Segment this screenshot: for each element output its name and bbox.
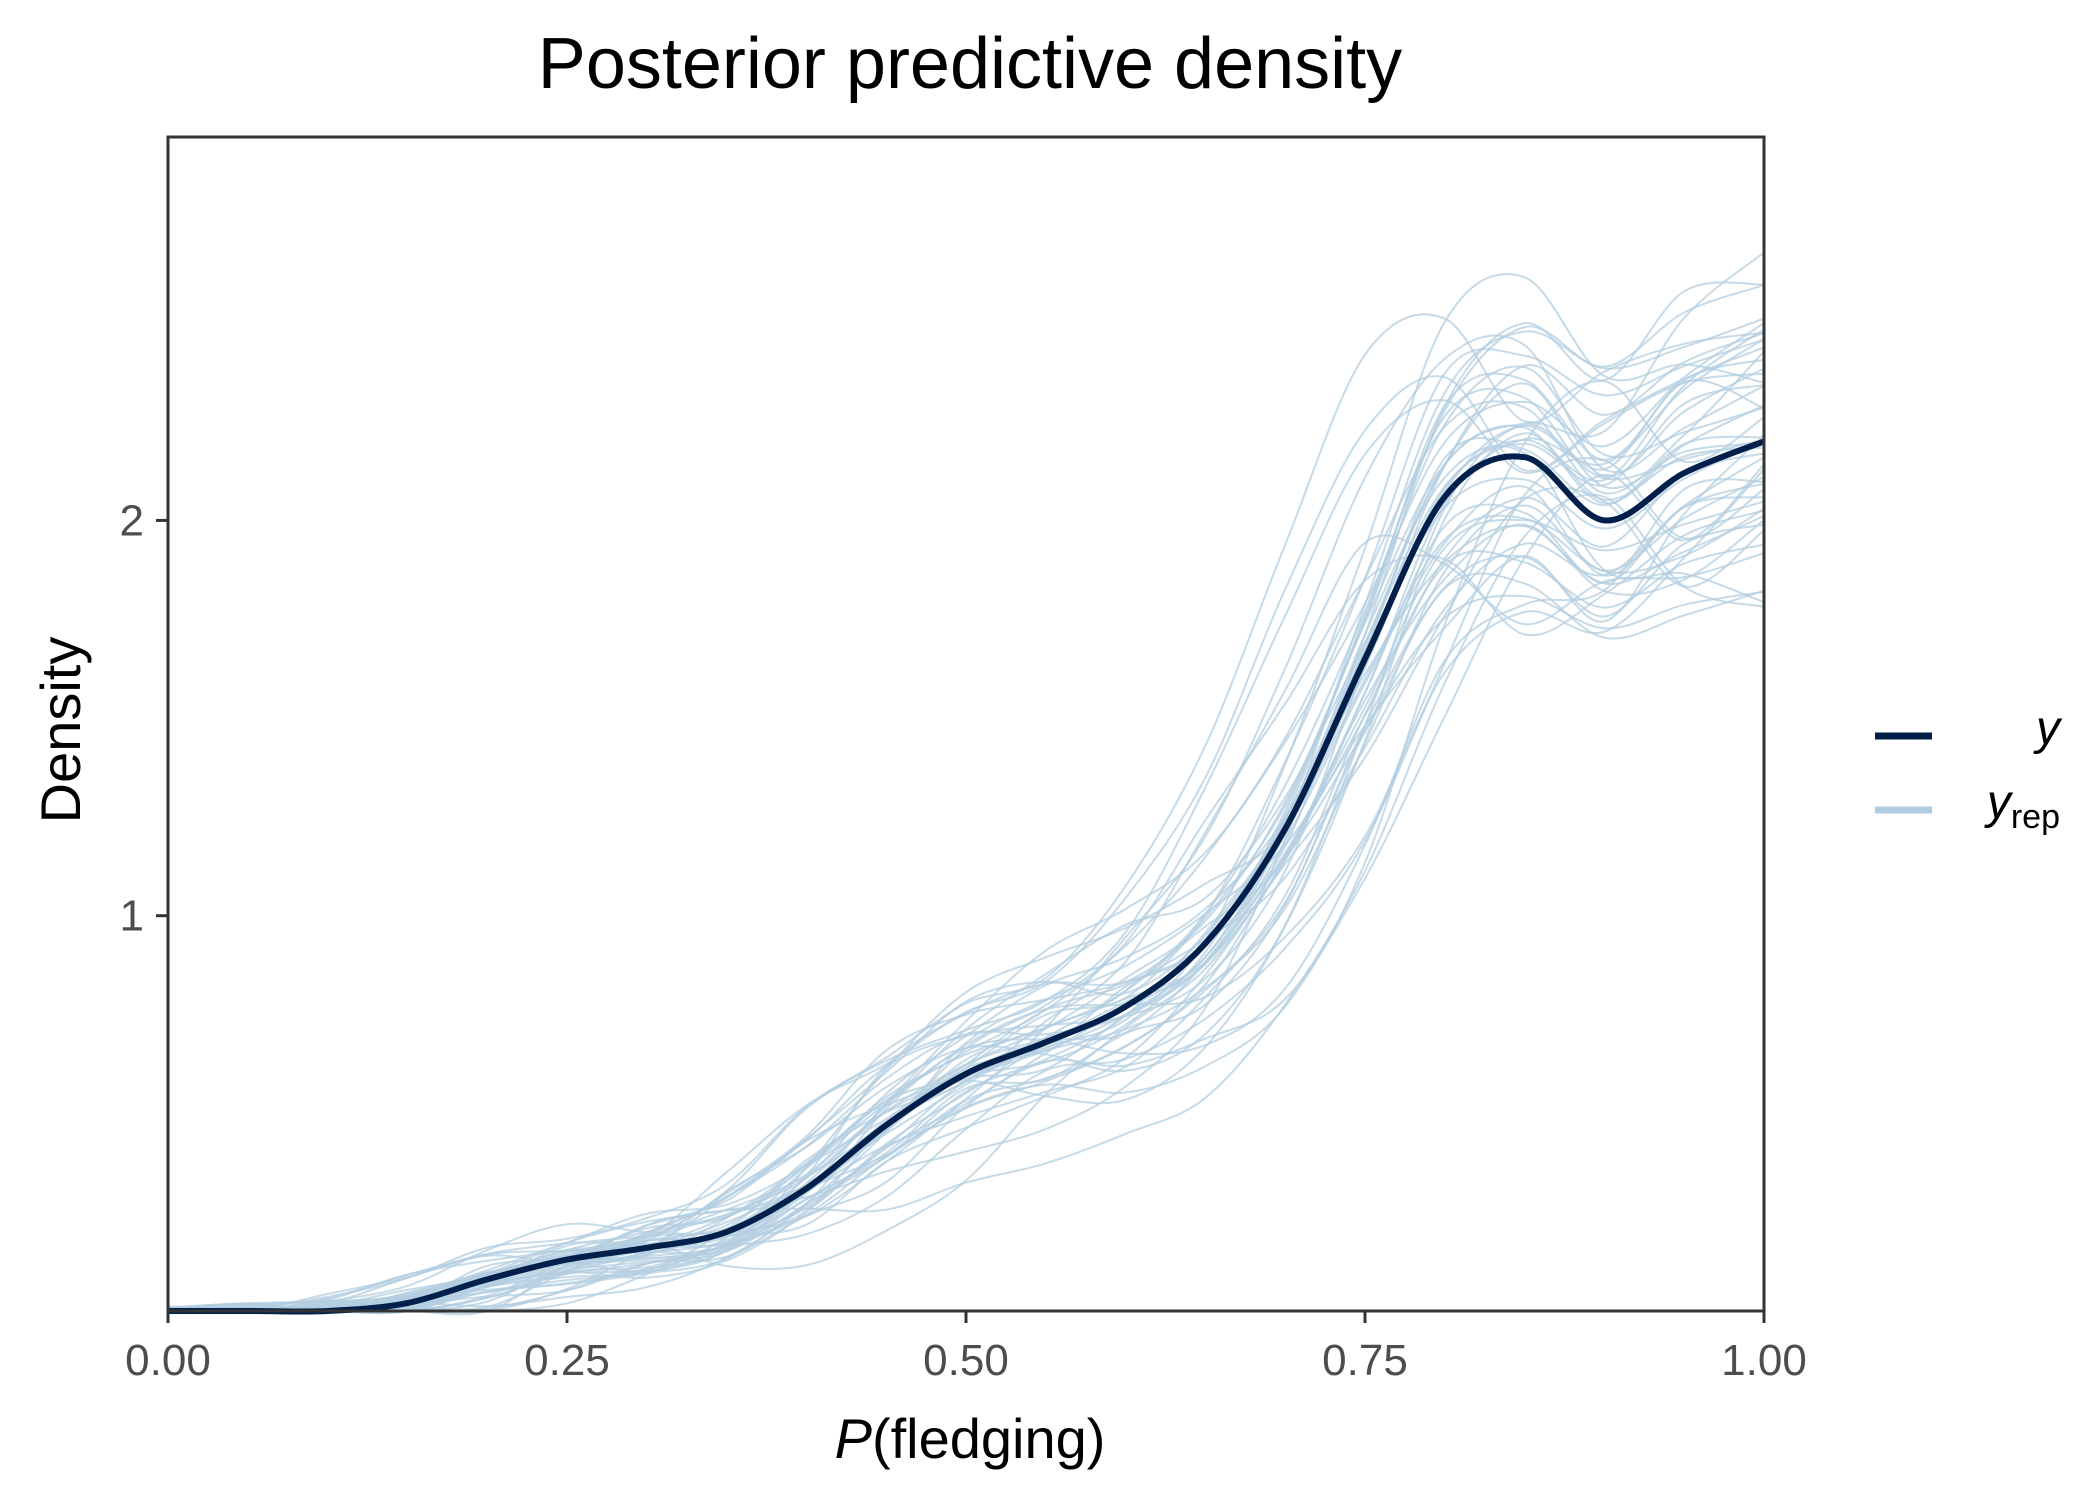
yrep-line xyxy=(167,338,1765,1313)
y-axis-title: Density xyxy=(29,637,92,824)
yrep-line xyxy=(167,281,1765,1314)
yrep-line xyxy=(167,509,1765,1313)
yrep-line xyxy=(167,387,1765,1312)
chart-title: Posterior predictive density xyxy=(538,24,1402,104)
yrep-line xyxy=(167,500,1765,1313)
yrep-line xyxy=(167,322,1765,1312)
yrep-line xyxy=(168,284,1765,1314)
yrep-line xyxy=(167,507,1765,1313)
yrep-line xyxy=(167,519,1765,1313)
legend-label-yrep-sub: rep xyxy=(2011,798,2060,836)
y-tick-label: 2 xyxy=(120,496,144,545)
x-axis-title-rest: (fledging) xyxy=(872,1407,1105,1470)
yrep-line xyxy=(167,478,1765,1313)
x-axis-title: P(fledging) xyxy=(835,1407,1106,1470)
plot-panel-border xyxy=(166,135,1766,1313)
x-tick-label: 0.50 xyxy=(923,1336,1009,1385)
yrep-line xyxy=(167,328,1765,1312)
yrep-line xyxy=(168,463,1765,1313)
yrep-line xyxy=(167,434,1765,1309)
legend-label-yrep: yrep xyxy=(1984,776,2060,836)
yrep-line xyxy=(168,493,1765,1316)
legend-label-yrep-main: y xyxy=(1984,776,2014,829)
x-tick-label: 1.00 xyxy=(1721,1336,1807,1385)
y-line xyxy=(168,438,1766,1315)
yrep-line xyxy=(167,523,1765,1313)
x-tick-label: 0.75 xyxy=(1322,1336,1408,1385)
yrep-line xyxy=(167,482,1765,1313)
yrep-line xyxy=(167,432,1765,1314)
yrep-line xyxy=(167,372,1765,1313)
yrep-line xyxy=(167,313,1765,1310)
yrep-line xyxy=(168,367,1765,1313)
yrep-line xyxy=(167,346,1765,1313)
legend: y yrep xyxy=(1875,702,2063,836)
yrep-line xyxy=(167,456,1765,1312)
yrep-line xyxy=(168,332,1765,1313)
yrep-line xyxy=(167,334,1765,1313)
yrep-line xyxy=(168,572,1765,1314)
yrep-line xyxy=(167,338,1765,1312)
y-tick-label: 1 xyxy=(120,892,144,941)
yrep-line xyxy=(167,590,1765,1313)
yrep-line xyxy=(167,468,1765,1310)
x-tick-label: 0.25 xyxy=(524,1336,610,1385)
yrep-line xyxy=(167,534,1765,1312)
yrep-series xyxy=(167,251,1765,1316)
yrep-line xyxy=(167,496,1765,1314)
yrep-line xyxy=(167,365,1765,1313)
y-series xyxy=(168,438,1766,1315)
yrep-line xyxy=(167,543,1765,1313)
yrep-line xyxy=(167,251,1765,1313)
x-tick-label: 0.00 xyxy=(125,1336,211,1385)
yrep-line xyxy=(167,476,1765,1314)
yrep-line xyxy=(167,317,1765,1315)
yrep-line xyxy=(167,358,1765,1313)
yrep-line xyxy=(167,404,1765,1313)
yrep-line xyxy=(168,273,1765,1313)
x-axis-title-italic: P xyxy=(835,1407,872,1470)
legend-label-y: y xyxy=(2033,702,2063,755)
y-axis: 12 xyxy=(120,496,168,941)
x-axis: 0.00 0.25 0.50 0.75 1.00 xyxy=(125,1311,1807,1385)
